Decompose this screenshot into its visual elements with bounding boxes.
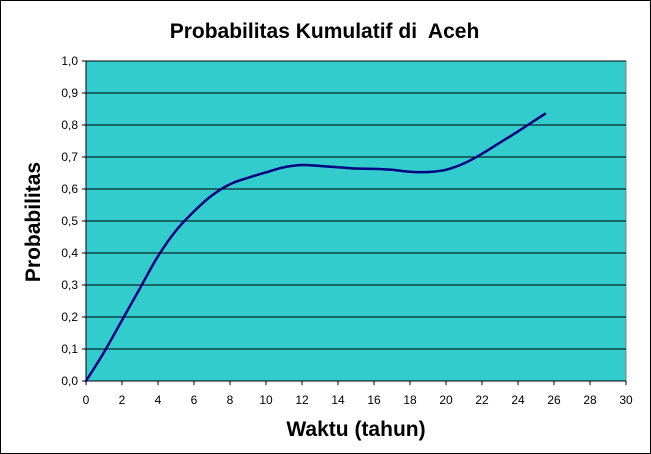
x-axis-title: Waktu (tahun) (286, 418, 426, 441)
y-tick-label: 0,2 (61, 310, 78, 324)
gridlines (86, 60, 626, 350)
x-tick-label: 12 (295, 393, 309, 407)
x-tick-label: 14 (331, 393, 345, 407)
series-layer (84, 112, 547, 383)
x-tick-label: 18 (403, 393, 417, 407)
y-tick-label: 0,3 (61, 278, 78, 292)
x-tick-label: 16 (367, 393, 381, 407)
x-tick-label: 28 (583, 393, 597, 407)
x-tick-label: 30 (619, 393, 633, 407)
x-tick-label: 6 (191, 393, 198, 407)
y-tick-label: 0,5 (61, 214, 78, 228)
y-tick-label: 0,6 (61, 182, 78, 196)
y-tick-label: 0,4 (61, 246, 78, 260)
x-tick-label: 22 (475, 393, 489, 407)
x-tick-label: 0 (83, 393, 90, 407)
y-tick-label: 0,9 (61, 86, 78, 100)
y-tick-label: 0,8 (61, 118, 78, 132)
tick-labels: 0,00,10,20,30,40,50,60,70,80,91,00 2 4 6 8 10… (61, 54, 633, 407)
x-tick-label: 10 (259, 393, 273, 407)
series-line (84, 112, 547, 383)
y-tick-label: 1,0 (61, 54, 78, 68)
axes (82, 60, 627, 385)
x-tick-label: 20 (439, 393, 453, 407)
y-tick-label: 0,7 (61, 150, 78, 164)
y-tick-label: 0,1 (61, 342, 78, 356)
chart-title: Probabilitas Kumulatif di Aceh (169, 20, 480, 43)
y-axis-title: Probabilitas (22, 161, 45, 283)
x-tick-label: 24 (511, 393, 525, 407)
x-tick-label: 2 (119, 393, 126, 407)
x-tick-label: 4 (155, 393, 162, 407)
x-tick-label: 26 (547, 393, 561, 407)
y-tick-label: 0,0 (61, 374, 78, 388)
x-tick-label: 8 (227, 393, 234, 407)
